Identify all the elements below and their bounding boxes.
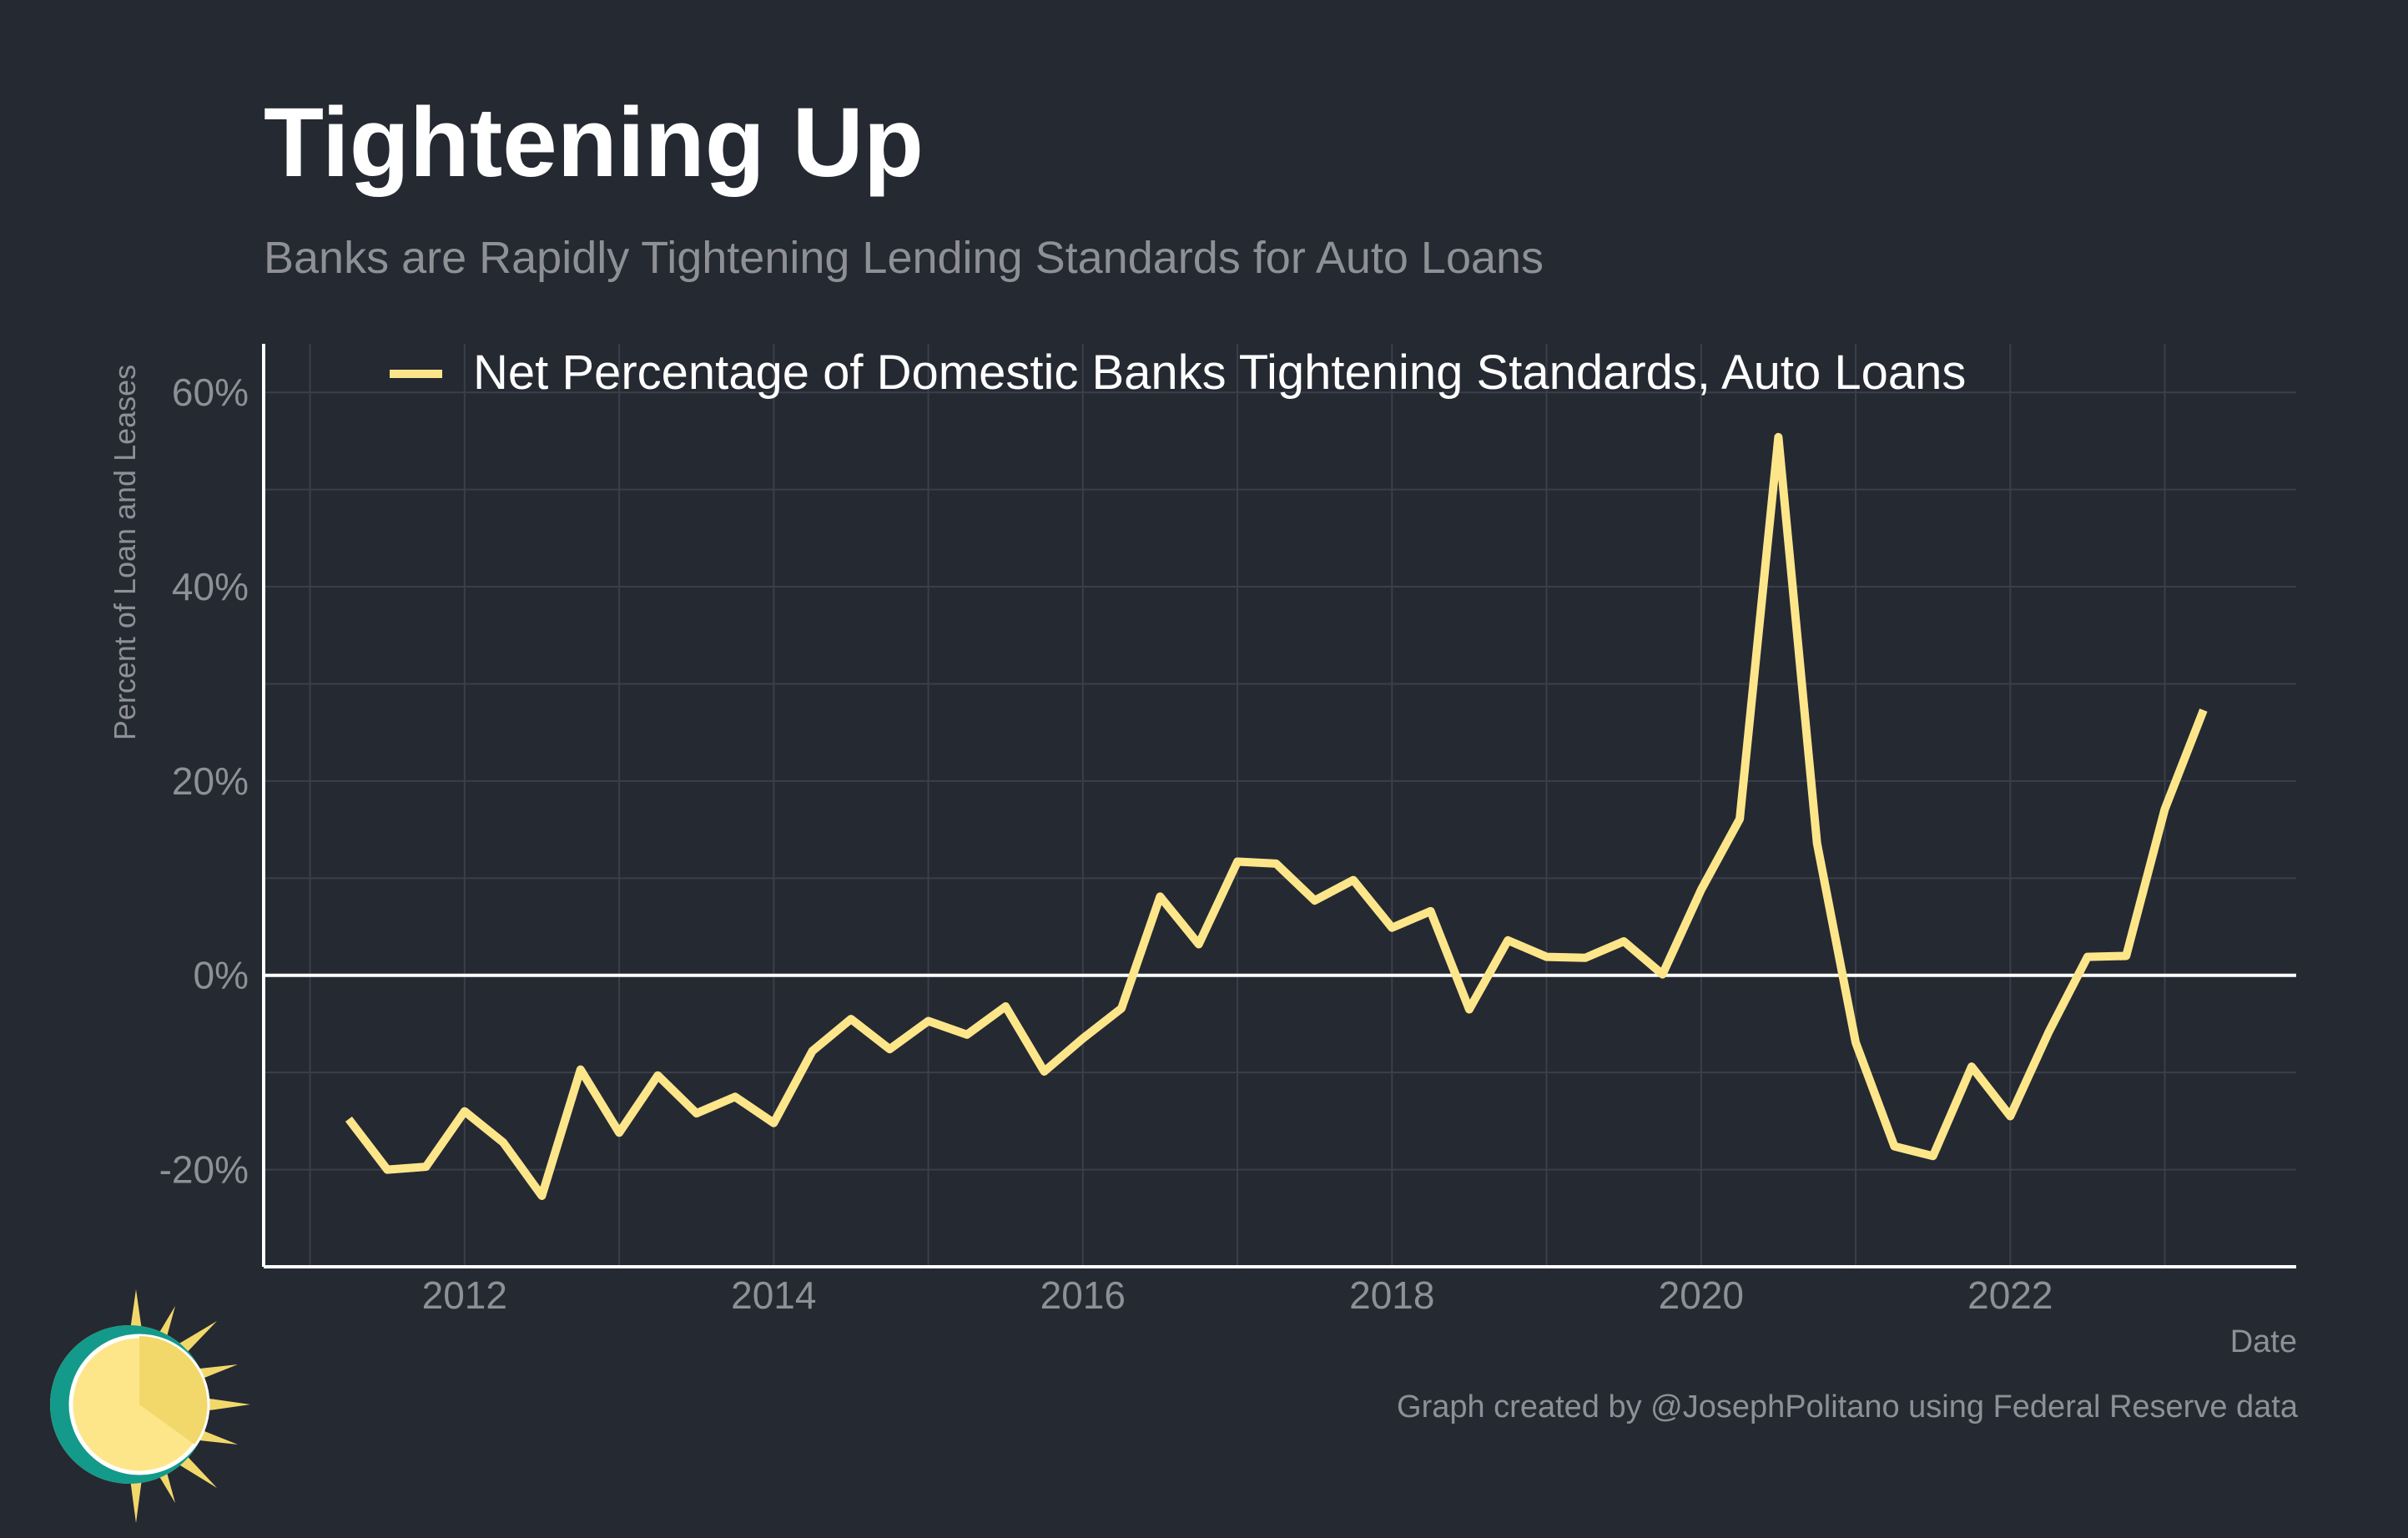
y-tick-label: -20% [159, 1148, 249, 1192]
y-tick-labels: -20% 0% 20% 40% 60% [159, 371, 249, 1191]
series-line [345, 432, 2208, 1200]
x-tick-label: 2016 [1040, 1273, 1126, 1317]
page-title: Tightening Up [264, 88, 924, 198]
x-tick-label: 2020 [1659, 1273, 1744, 1317]
x-tick-label: 2022 [1967, 1273, 2053, 1317]
legend: Net Percentage of Domestic Banks Tighten… [390, 345, 1966, 400]
legend-label: Net Percentage of Domestic Banks Tighten… [473, 345, 1966, 400]
x-tick-label: 2014 [731, 1273, 816, 1317]
x-tick-label: 2012 [422, 1273, 507, 1317]
sun-logo-icon [50, 1289, 250, 1523]
x-axis-title: Date [2230, 1324, 2297, 1359]
y-tick-label: 60% [172, 371, 249, 414]
y-tick-label: 20% [172, 759, 249, 803]
page-subtitle: Banks are Rapidly Tightening Lending Sta… [264, 233, 1544, 283]
y-tick-label: 0% [194, 954, 249, 997]
series-layer [345, 432, 2208, 1200]
y-axis-title: Percent of Loan and Leases [108, 365, 142, 740]
gridlines [264, 344, 2296, 1268]
x-tick-label: 2018 [1349, 1273, 1434, 1317]
y-tick-label: 40% [172, 565, 249, 608]
x-tick-labels: 2012 2014 2016 2018 2020 2022 [422, 1273, 2053, 1317]
source-caption: Graph created by @JosephPolitano using F… [1397, 1389, 2298, 1425]
